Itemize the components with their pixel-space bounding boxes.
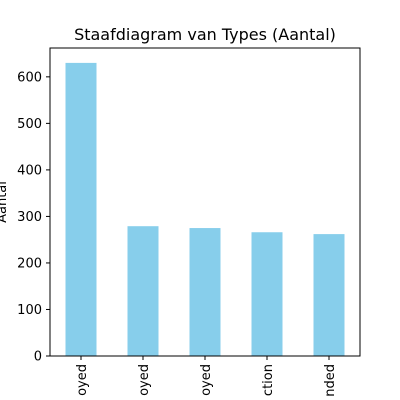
chart-title: Staafdiagram van Types (Aantal) <box>74 25 336 44</box>
y-tick-label: 600 <box>17 70 42 85</box>
y-axis-label: Aantal <box>0 181 10 223</box>
bars-group <box>65 62 345 357</box>
bar-5 <box>313 234 345 356</box>
x-tick-label: ction <box>261 364 276 396</box>
x-tick-label: oyed <box>75 364 90 396</box>
plot-frame <box>49 47 361 357</box>
x-axis: oyed oyed oyed ction nded <box>75 356 338 397</box>
y-tick-label: 400 <box>17 163 42 178</box>
y-tick-label: 500 <box>17 117 42 132</box>
bar-3 <box>189 228 221 356</box>
y-tick-label: 100 <box>17 303 42 318</box>
y-axis: 0 100 200 300 400 500 600 <box>17 70 50 365</box>
bar-1 <box>65 62 97 357</box>
bar-2 <box>127 226 159 356</box>
x-tick-label: nded <box>323 364 338 397</box>
x-tick-label: oyed <box>137 364 152 396</box>
y-tick-label: 0 <box>34 350 42 365</box>
y-tick-label: 300 <box>17 210 42 225</box>
y-tick-label: 200 <box>17 256 42 271</box>
x-tick-label: oyed <box>199 364 214 396</box>
bar-4 <box>251 232 283 356</box>
